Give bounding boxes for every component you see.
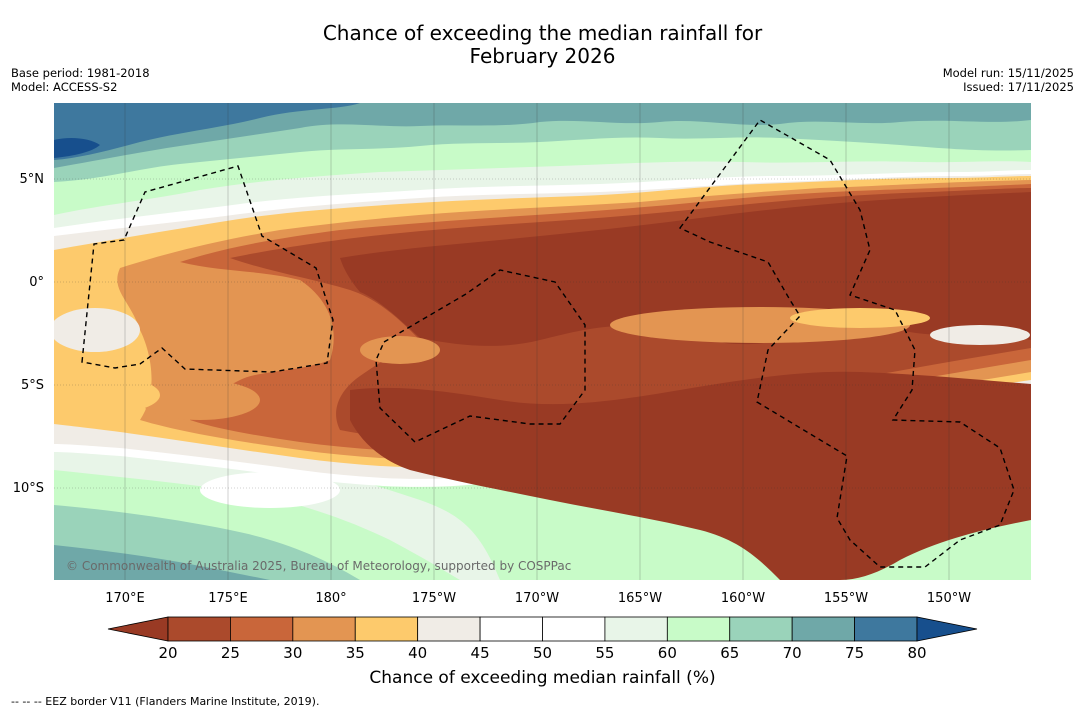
patch-30-south xyxy=(140,380,260,420)
colorbar-tick-label: 45 xyxy=(471,644,490,662)
colorbar-cell xyxy=(292,616,356,642)
lon-tick-170w: 170°W xyxy=(515,591,559,606)
patch-white-south xyxy=(200,472,340,508)
meta-right: Model run: 15/11/2025 Issued: 17/11/2025 xyxy=(943,66,1074,94)
title-line-2: February 2026 xyxy=(469,44,616,68)
lon-ticks: 170°E 175°E 180° 175°W 170°W 165°W 160°W… xyxy=(105,591,971,606)
eez-borders xyxy=(81,119,1015,568)
contour-75-south xyxy=(54,545,270,580)
colorbar-ticks: 20 25 30 35 40 45 50 55 60 65 70 75 80 xyxy=(158,644,926,662)
lon-tick-180: 180° xyxy=(315,591,346,606)
colorbar-cells xyxy=(167,616,918,642)
colorbar-tick-label: 50 xyxy=(533,644,552,662)
model-name: Model: ACCESS-S2 xyxy=(11,80,118,94)
eez-kiribati-phoenix xyxy=(375,269,586,443)
base-period: Base period: 1981-2018 xyxy=(11,66,150,80)
lon-tick-170e: 170°E xyxy=(105,591,145,606)
patch-45-east xyxy=(930,325,1030,345)
contour-85-north xyxy=(54,137,100,158)
colorbar-cell xyxy=(479,616,543,642)
copyright-text: © Commonwealth of Australia 2025, Bureau… xyxy=(66,559,571,573)
title-line-1: Chance of exceeding the median rainfall … xyxy=(322,21,763,45)
patch-30-mid xyxy=(360,336,440,364)
model-run: Model run: 15/11/2025 xyxy=(942,66,1074,80)
colorbar-cell xyxy=(791,616,855,642)
colorbar-cell xyxy=(230,616,294,642)
colorbar-tick-label: 65 xyxy=(720,644,739,662)
lon-tick-150w: 150°W xyxy=(927,591,971,606)
lon-tick-155w: 155°W xyxy=(824,591,868,606)
lon-tick-165w: 165°W xyxy=(618,591,662,606)
contour-under-20-south-core xyxy=(350,371,1031,580)
map-title: Chance of exceeding the median rainfall … xyxy=(0,22,1085,68)
colorbar-under-arrow xyxy=(107,616,169,642)
contour-80-north xyxy=(54,103,360,160)
lat-ticks: 5°N 0° 5°S 10°S xyxy=(13,172,44,496)
eez-kiribati-gilbert xyxy=(81,165,334,373)
colorbar-tick-label: 60 xyxy=(658,644,677,662)
colorbar-over-arrow xyxy=(916,616,978,642)
colorbar-cell xyxy=(542,616,606,642)
colorbar-cell xyxy=(729,616,793,642)
colorbar-cell xyxy=(666,616,731,642)
lon-tick-160w: 160°W xyxy=(721,591,765,606)
colorbar-tick-label: 40 xyxy=(408,644,427,662)
lat-tick-5n: 5°N xyxy=(20,172,45,187)
colorbar-tick-label: 55 xyxy=(595,644,614,662)
issued-date: Issued: 17/11/2025 xyxy=(963,80,1074,94)
contour-75-north xyxy=(54,103,1031,168)
colorbar-cell xyxy=(604,616,668,642)
colorbar-cell xyxy=(167,616,231,642)
patch-40-east xyxy=(790,308,930,328)
colorbar-tick-label: 30 xyxy=(283,644,302,662)
map-area: © Commonwealth of Australia 2025, Bureau… xyxy=(54,103,1031,580)
colorbar-tick-label: 35 xyxy=(346,644,365,662)
colorbar-tick-label: 70 xyxy=(783,644,802,662)
lat-tick-5s: 5°S xyxy=(21,378,44,393)
eez-footnote: -- -- -- EEZ border V11 (Flanders Marine… xyxy=(11,695,320,708)
contour-under-20-core xyxy=(340,192,1031,346)
lon-tick-175w: 175°W xyxy=(412,591,456,606)
colorbar-cell xyxy=(854,616,918,642)
colorbar-tick-label: 20 xyxy=(158,644,177,662)
colorbar-title: Chance of exceeding median rainfall (%) xyxy=(369,668,716,688)
patch-40-west xyxy=(54,308,140,352)
colorbar-cell xyxy=(354,616,419,642)
lat-tick-0: 0° xyxy=(29,275,44,290)
patch-35-south xyxy=(60,377,160,413)
colorbar: 20 25 30 35 40 45 50 55 60 65 70 75 80 xyxy=(107,616,978,662)
lon-tick-175e: 175°E xyxy=(208,591,248,606)
colorbar-tick-label: 80 xyxy=(907,644,926,662)
graticule xyxy=(54,103,1031,580)
colorbar-cell xyxy=(417,616,481,642)
lat-tick-10s: 10°S xyxy=(13,481,44,496)
colorbar-tick-label: 75 xyxy=(845,644,864,662)
meta-left: Base period: 1981-2018 Model: ACCESS-S2 xyxy=(11,66,150,94)
colorbar-tick-label: 25 xyxy=(221,644,240,662)
